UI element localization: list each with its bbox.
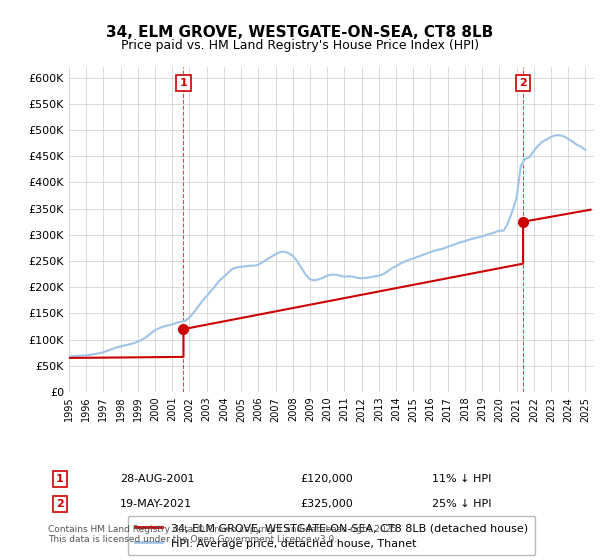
- Text: 11% ↓ HPI: 11% ↓ HPI: [432, 474, 491, 484]
- Text: 2: 2: [56, 499, 64, 509]
- Text: 34, ELM GROVE, WESTGATE-ON-SEA, CT8 8LB: 34, ELM GROVE, WESTGATE-ON-SEA, CT8 8LB: [106, 25, 494, 40]
- Text: 19-MAY-2021: 19-MAY-2021: [120, 499, 192, 509]
- Text: Price paid vs. HM Land Registry's House Price Index (HPI): Price paid vs. HM Land Registry's House …: [121, 39, 479, 52]
- Text: 28-AUG-2001: 28-AUG-2001: [120, 474, 194, 484]
- Text: Contains HM Land Registry data © Crown copyright and database right 2025.
This d: Contains HM Land Registry data © Crown c…: [48, 525, 400, 544]
- Text: 25% ↓ HPI: 25% ↓ HPI: [432, 499, 491, 509]
- Text: 2: 2: [519, 78, 527, 88]
- Text: £120,000: £120,000: [300, 474, 353, 484]
- Text: 1: 1: [56, 474, 64, 484]
- Legend: 34, ELM GROVE, WESTGATE-ON-SEA, CT8 8LB (detached house), HPI: Average price, de: 34, ELM GROVE, WESTGATE-ON-SEA, CT8 8LB …: [128, 516, 535, 556]
- Text: 1: 1: [179, 78, 187, 88]
- Text: £325,000: £325,000: [300, 499, 353, 509]
